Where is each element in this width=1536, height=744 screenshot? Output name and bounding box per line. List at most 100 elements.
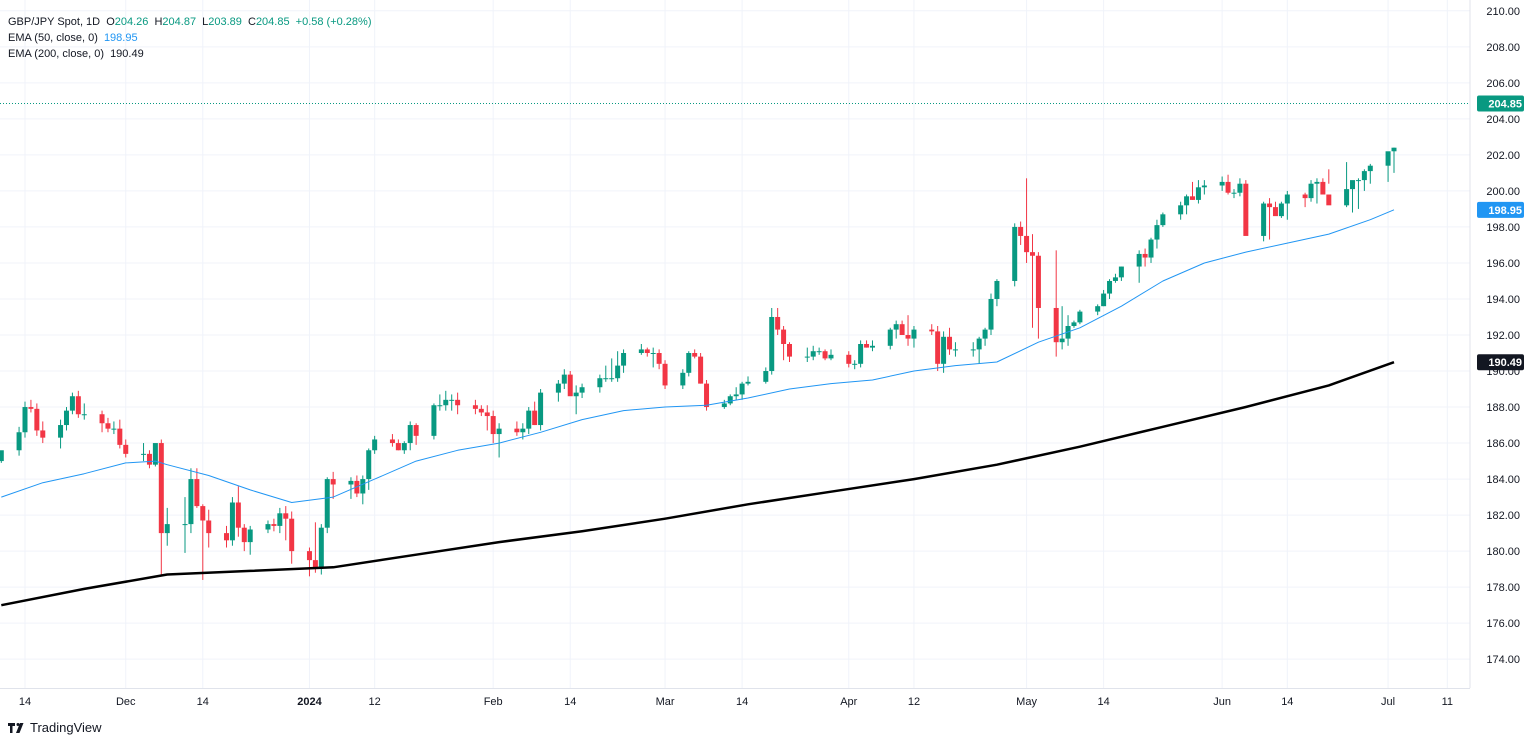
tradingview-branding[interactable]: TradingView (8, 720, 102, 735)
candle[interactable] (988, 293, 994, 335)
candle[interactable] (348, 477, 354, 499)
candle[interactable] (389, 434, 395, 447)
candle[interactable] (994, 279, 1000, 307)
candle[interactable] (970, 342, 976, 357)
candle[interactable] (1267, 198, 1273, 240)
candle[interactable] (235, 486, 241, 537)
candle[interactable] (727, 394, 733, 406)
candle[interactable] (34, 403, 40, 436)
candle[interactable] (1118, 266, 1124, 281)
candle[interactable] (775, 307, 781, 335)
legend-symbol-row[interactable]: GBP/JPY Spot, 1D O204.26 H204.87 L203.89… (8, 14, 375, 30)
candle[interactable] (864, 340, 870, 348)
candle[interactable] (893, 320, 899, 339)
candle[interactable] (0, 450, 4, 463)
candle[interactable] (1385, 151, 1391, 182)
candle[interactable] (111, 421, 117, 435)
candle[interactable] (1308, 180, 1314, 202)
candle[interactable] (846, 351, 852, 368)
candle[interactable] (265, 520, 271, 534)
candle[interactable] (146, 450, 152, 469)
candle[interactable] (449, 394, 455, 411)
candle[interactable] (704, 380, 710, 411)
candle[interactable] (1112, 273, 1118, 283)
candle[interactable] (911, 325, 917, 348)
candle[interactable] (858, 340, 864, 368)
candle[interactable] (401, 441, 407, 454)
candle[interactable] (804, 347, 810, 363)
candle[interactable] (852, 360, 858, 370)
time-axis[interactable]: 14 Dec 14 2024 12 Feb 14 Mar 14 Apr 12 May 14 Jun 14 Ju… (19, 696, 1453, 708)
candle[interactable] (982, 327, 988, 346)
candle[interactable] (810, 345, 816, 361)
candle[interactable] (1148, 237, 1154, 263)
candle[interactable] (680, 369, 686, 390)
candle[interactable] (555, 380, 561, 402)
candle[interactable] (1367, 163, 1373, 184)
candle[interactable] (241, 524, 247, 552)
candle[interactable] (1284, 190, 1290, 220)
candle[interactable] (1184, 194, 1190, 215)
candle[interactable] (1314, 178, 1320, 204)
candle[interactable] (40, 421, 46, 444)
candle[interactable] (1065, 315, 1071, 346)
candle[interactable] (609, 358, 615, 382)
candle[interactable] (200, 504, 206, 580)
candle[interactable] (621, 349, 627, 373)
candle[interactable] (182, 497, 188, 553)
candle[interactable] (28, 399, 34, 413)
candle[interactable] (514, 421, 520, 436)
candle[interactable] (532, 401, 538, 426)
candle[interactable] (887, 327, 893, 350)
candle[interactable] (1231, 189, 1237, 199)
legend-ema200-row[interactable]: EMA (200, close, 0) 190.49 (8, 46, 375, 62)
candle[interactable] (141, 443, 147, 462)
candle[interactable] (1278, 201, 1284, 218)
candle[interactable] (1350, 180, 1356, 213)
candle[interactable] (905, 315, 911, 346)
candle[interactable] (1261, 201, 1267, 242)
candle[interactable] (1391, 147, 1397, 173)
candle[interactable] (733, 387, 739, 400)
candle[interactable] (567, 371, 573, 397)
candle[interactable] (745, 376, 751, 386)
candle[interactable] (455, 392, 461, 415)
candle[interactable] (822, 349, 828, 361)
candle[interactable] (75, 390, 81, 418)
candle[interactable] (739, 381, 745, 400)
candle[interactable] (1344, 162, 1350, 208)
candle[interactable] (324, 477, 330, 534)
candle[interactable] (22, 401, 28, 438)
candle[interactable] (277, 507, 283, 534)
candle[interactable] (105, 417, 111, 433)
candle[interactable] (1107, 279, 1113, 299)
candle[interactable] (81, 403, 87, 420)
candle[interactable] (1272, 201, 1278, 217)
candle[interactable] (573, 385, 579, 415)
candle[interactable] (1195, 180, 1201, 204)
candle[interactable] (929, 324, 935, 335)
candle[interactable] (1095, 304, 1101, 316)
candle[interactable] (1059, 306, 1065, 350)
candle[interactable] (229, 497, 235, 546)
candle[interactable] (781, 325, 787, 361)
candle[interactable] (828, 349, 834, 361)
candle[interactable] (526, 407, 532, 435)
candle[interactable] (1077, 309, 1083, 325)
candle[interactable] (478, 405, 484, 417)
candle[interactable] (1361, 169, 1367, 191)
candle[interactable] (763, 367, 769, 384)
candle[interactable] (158, 439, 164, 575)
candle[interactable] (1018, 221, 1024, 245)
candle[interactable] (538, 389, 544, 431)
candle[interactable] (413, 423, 419, 445)
candle[interactable] (1024, 178, 1030, 263)
candle[interactable] (1142, 248, 1148, 267)
candle[interactable] (63, 407, 69, 431)
candle[interactable] (1302, 192, 1308, 208)
candle[interactable] (372, 435, 378, 454)
candle[interactable] (816, 347, 822, 355)
candle[interactable] (1035, 252, 1041, 339)
candle[interactable] (271, 518, 277, 532)
candle[interactable] (437, 394, 443, 411)
